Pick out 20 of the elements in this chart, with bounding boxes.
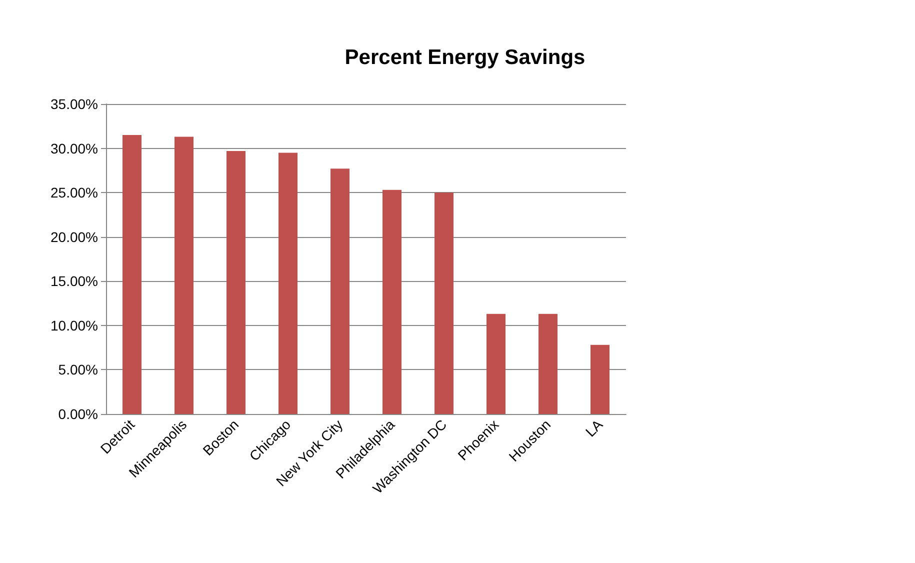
y-tick-label: 0.00% bbox=[58, 406, 98, 422]
y-tick-label: 25.00% bbox=[50, 184, 98, 201]
y-tick-label: 35.00% bbox=[50, 96, 98, 112]
y-tick-label: 20.00% bbox=[50, 228, 98, 245]
y-tick-label: 15.00% bbox=[50, 273, 98, 290]
chart-title: Percent Energy Savings bbox=[344, 46, 586, 69]
y-tick-label: 30.00% bbox=[50, 140, 98, 156]
bar bbox=[486, 314, 506, 414]
bar bbox=[122, 135, 142, 414]
y-tick-label: 5.00% bbox=[58, 362, 98, 378]
y-tick-label: 10.00% bbox=[50, 317, 98, 334]
bar bbox=[330, 168, 350, 414]
bar bbox=[226, 150, 246, 414]
bar bbox=[278, 152, 298, 414]
bar bbox=[174, 136, 194, 414]
bar bbox=[382, 190, 402, 414]
bar bbox=[434, 192, 454, 414]
bar bbox=[590, 344, 610, 414]
bar bbox=[538, 314, 558, 414]
x-tick-label: LA bbox=[582, 416, 606, 440]
